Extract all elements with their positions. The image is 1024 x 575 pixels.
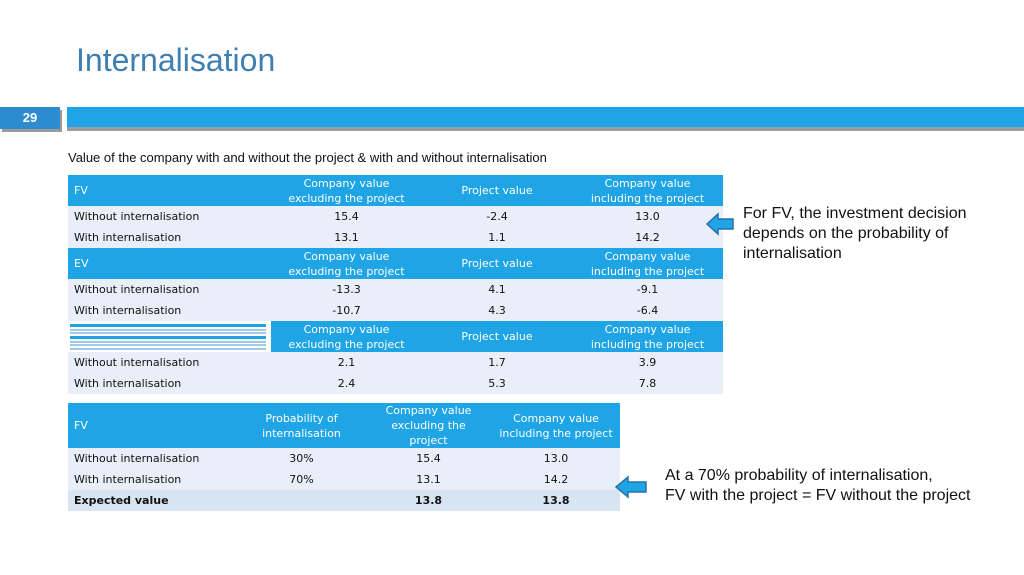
- row-label: Without internalisation: [68, 448, 238, 469]
- table-row: With internalisation -10.7 4.3 -6.4: [68, 300, 723, 321]
- cell: 13.1: [365, 469, 492, 490]
- cell: 14.2: [572, 227, 723, 248]
- fv-header-row: FV Company value excluding the project P…: [68, 175, 723, 206]
- cell: -2.4: [422, 206, 572, 227]
- col-header: Project value: [422, 175, 572, 206]
- page-number: 29: [0, 107, 60, 129]
- table-row: Without internalisation 15.4 -2.4 13.0: [68, 206, 723, 227]
- left-arrow-icon: [615, 475, 647, 499]
- col-header: Company value excluding the project: [271, 248, 422, 279]
- table-row: With internalisation 70% 13.1 14.2: [68, 469, 620, 490]
- fv-decision-note: For FV, the investment decision depends …: [743, 205, 967, 262]
- cell: 3.9: [572, 352, 723, 373]
- row-label: Without internalisation: [68, 352, 271, 373]
- row-label: Expected value: [68, 490, 238, 511]
- col-header: Company value including the project: [572, 248, 723, 279]
- cell: 2.1: [271, 352, 422, 373]
- table-caption: Value of the company with and without th…: [68, 150, 547, 165]
- ev-header-row: EV Company value excluding the project P…: [68, 248, 723, 279]
- cell: -13.3: [271, 279, 422, 300]
- col-header: Company value including the project: [572, 321, 723, 352]
- cell: 7.8: [572, 373, 723, 394]
- col-header: Company value including the project: [492, 403, 620, 448]
- row-label: Without internalisation: [68, 279, 271, 300]
- cell: 1.1: [422, 227, 572, 248]
- left-arrow-icon: [706, 212, 734, 236]
- cell: 13.0: [492, 448, 620, 469]
- accent-bar: [67, 107, 1024, 127]
- cell: 13.8: [365, 490, 492, 511]
- cell: 30%: [238, 448, 365, 469]
- cell: -10.7: [271, 300, 422, 321]
- cell: [238, 490, 365, 511]
- row-label: With internalisation: [68, 469, 238, 490]
- col-header: Company value excluding the project: [271, 321, 422, 352]
- col-header: Company value including the project: [572, 175, 723, 206]
- cell: 1.7: [422, 352, 572, 373]
- section-label: FV: [68, 403, 238, 448]
- third-header-row: Company value excluding the project Proj…: [68, 321, 723, 352]
- table-row: Without internalisation -13.3 4.1 -9.1: [68, 279, 723, 300]
- cell: 15.4: [271, 206, 422, 227]
- col-header: Project value: [422, 248, 572, 279]
- table-row: Without internalisation 2.1 1.7 3.9: [68, 352, 723, 373]
- col-header: Company value excluding the project: [271, 175, 422, 206]
- table-row: With internalisation 13.1 1.1 14.2: [68, 227, 723, 248]
- conclusion-note: At a 70% probability of internalisation,…: [665, 466, 1015, 506]
- expected-value-row: Expected value 13.8 13.8: [68, 490, 620, 511]
- cell: 2.4: [271, 373, 422, 394]
- cell: 13.8: [492, 490, 620, 511]
- cell: 15.4: [365, 448, 492, 469]
- ev-table-header: FV Probability of internalisation Compan…: [68, 403, 620, 448]
- slide-title: Internalisation: [76, 42, 276, 78]
- conclusion-line-2: FV with the project = FV without the pro…: [665, 487, 971, 504]
- header-band: 29: [0, 103, 1024, 133]
- row-label: With internalisation: [68, 300, 271, 321]
- cell: 5.3: [422, 373, 572, 394]
- row-label: With internalisation: [68, 373, 271, 394]
- table-row: With internalisation 2.4 5.3 7.8: [68, 373, 723, 394]
- section-label: EV: [68, 248, 271, 279]
- section-label: FV: [68, 175, 271, 206]
- cell: -6.4: [572, 300, 723, 321]
- col-header: Project value: [422, 321, 572, 352]
- cell: 70%: [238, 469, 365, 490]
- expected-value-table: FV Probability of internalisation Compan…: [68, 403, 620, 511]
- embedded-table-thumbnail: [68, 321, 271, 352]
- table-row: Without internalisation 30% 15.4 13.0: [68, 448, 620, 469]
- cell: 14.2: [492, 469, 620, 490]
- col-header: Company value excluding the project: [365, 403, 492, 448]
- row-label: Without internalisation: [68, 206, 271, 227]
- cell: 4.3: [422, 300, 572, 321]
- conclusion-line-1: At a 70% probability of internalisation,: [665, 467, 933, 484]
- cell: 4.1: [422, 279, 572, 300]
- cell: -9.1: [572, 279, 723, 300]
- cell: 13.1: [271, 227, 422, 248]
- row-label: With internalisation: [68, 227, 271, 248]
- col-header: Probability of internalisation: [238, 403, 365, 448]
- company-value-table: FV Company value excluding the project P…: [68, 175, 723, 394]
- cell: 13.0: [572, 206, 723, 227]
